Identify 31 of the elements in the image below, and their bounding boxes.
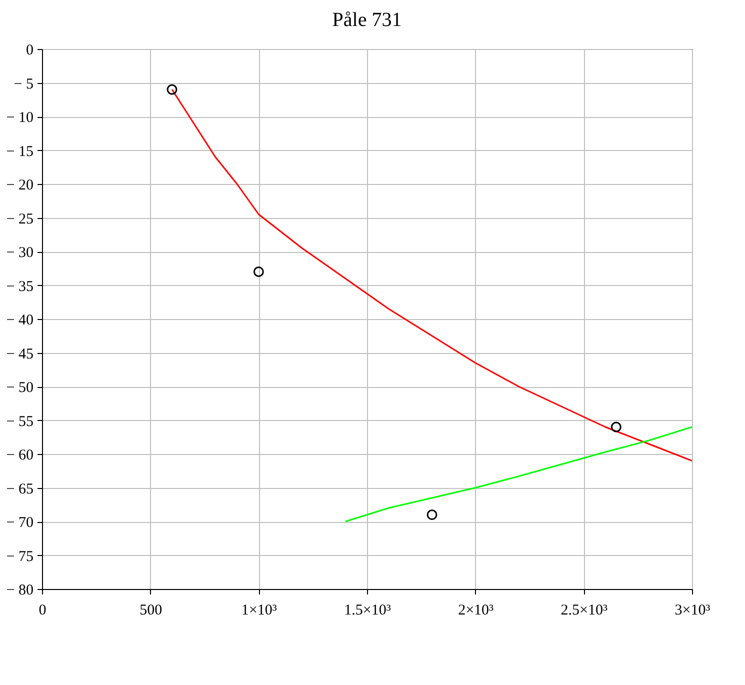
- point: [610, 422, 622, 432]
- x-tick-label: 2×10³: [458, 602, 494, 618]
- line-series: [171, 88, 692, 462]
- y-tick-label: − 20: [6, 178, 34, 194]
- y-tick-label: 0: [26, 42, 34, 58]
- y-tick-label: − 5: [14, 76, 34, 92]
- y-tick-label: − 35: [6, 278, 34, 295]
- y-tick-label: − 15: [6, 144, 34, 160]
- y-tick-label: − 45: [6, 346, 34, 362]
- y-tick-label: − 65: [6, 481, 34, 498]
- y-tick-label: − 25: [6, 211, 34, 228]
- y-tick-label: − 75: [6, 548, 34, 565]
- x-tick-label: 1.5×10³: [344, 602, 392, 618]
- line-series: [344, 426, 692, 522]
- x-tick-label: 500: [140, 602, 162, 618]
- x-tick-label: 3×10³: [674, 602, 711, 618]
- y-tick-label: − 10: [6, 110, 34, 126]
- y-tick-label: − 30: [6, 245, 34, 261]
- y-tick-label: − 70: [6, 515, 34, 531]
- chart-title: Påle 731: [332, 9, 402, 31]
- y-tick-label: − 55: [6, 414, 34, 430]
- x-tick-label: 0: [38, 602, 46, 618]
- y-tick-label: − 50: [6, 380, 34, 396]
- point: [253, 266, 264, 277]
- y-tick-label: − 80: [6, 582, 34, 598]
- point: [166, 84, 178, 95]
- x-tick-label: 2.5×10³: [560, 602, 608, 618]
- point: [426, 510, 438, 520]
- x-tick-label: 1×10³: [241, 602, 278, 618]
- y-tick-label: − 40: [6, 312, 34, 328]
- y-tick-label: − 60: [6, 448, 34, 464]
